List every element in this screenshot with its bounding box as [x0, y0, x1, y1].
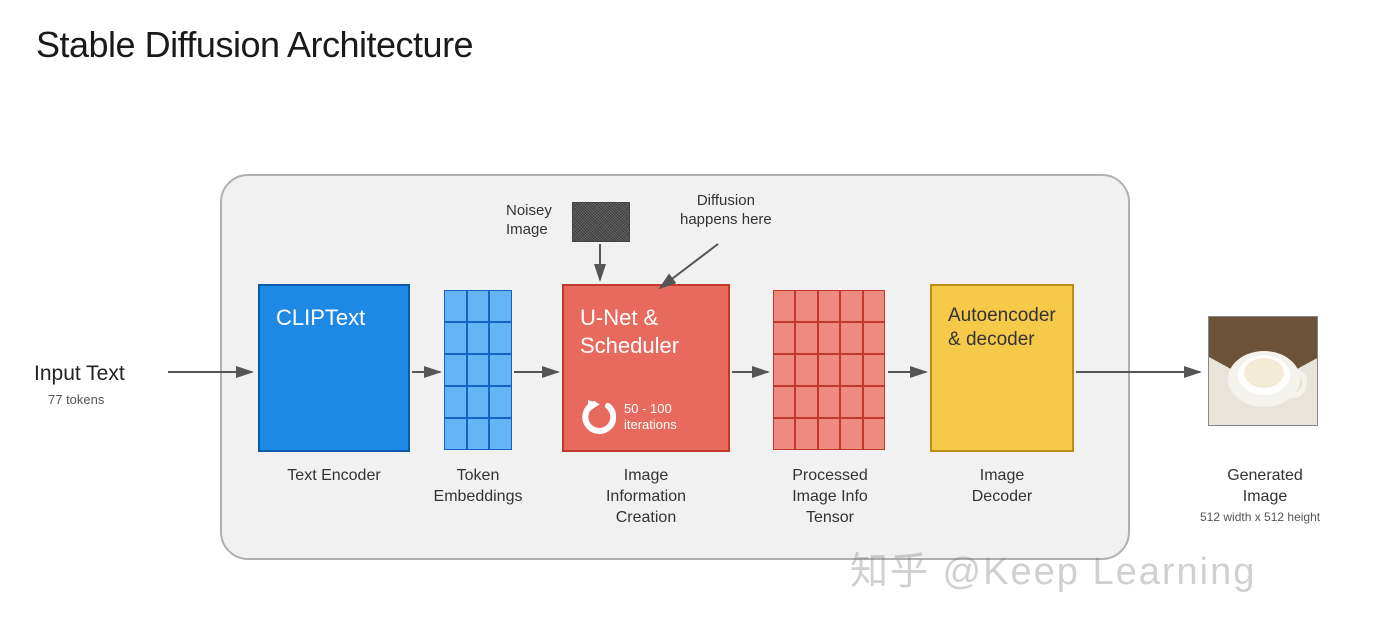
diffusion-annotation: Diffusionhappens here: [680, 192, 772, 230]
unet-title: U-Net &Scheduler: [580, 304, 679, 359]
grid-cell: [818, 290, 840, 322]
grid-cell: [444, 386, 467, 418]
grid-cell: [467, 386, 490, 418]
decoder-title: Autoencoder& decoder: [948, 304, 1056, 352]
grid-cell: [863, 322, 885, 354]
noisey-image-label: NoiseyImage: [506, 202, 552, 240]
token-embeddings-caption: TokenEmbeddings: [420, 466, 536, 508]
grid-cell: [444, 354, 467, 386]
watermark-text: 知乎 @Keep Learning: [850, 540, 1256, 595]
grid-cell: [773, 418, 795, 450]
generated-image-sub: 512 width x 512 height: [1200, 510, 1320, 524]
input-text-sub: 77 tokens: [48, 392, 104, 407]
grid-cell: [840, 418, 862, 450]
decoder-caption: ImageDecoder: [930, 466, 1074, 508]
cliptext-title: CLIPText: [276, 304, 365, 332]
grid-cell: [444, 418, 467, 450]
grid-cell: [467, 290, 490, 322]
grid-cell: [863, 418, 885, 450]
grid-cell: [795, 386, 817, 418]
grid-cell: [489, 418, 512, 450]
grid-cell: [489, 386, 512, 418]
generated-image-caption: GeneratedImage: [1190, 466, 1340, 508]
grid-cell: [818, 322, 840, 354]
unet-iterations: 50 - 100iterations: [624, 401, 677, 432]
noise-icon: [572, 202, 630, 242]
grid-cell: [489, 322, 512, 354]
cliptext-caption: Text Encoder: [258, 466, 410, 487]
token-embeddings-grid: [444, 290, 512, 450]
input-text-label: Input Text: [34, 362, 125, 386]
grid-cell: [840, 322, 862, 354]
processed-tensor-grid: [773, 290, 885, 450]
grid-cell: [863, 290, 885, 322]
grid-cell: [863, 354, 885, 386]
grid-cell: [444, 290, 467, 322]
grid-cell: [840, 354, 862, 386]
unet-caption: ImageInformationCreation: [562, 466, 730, 528]
grid-cell: [489, 354, 512, 386]
grid-cell: [795, 290, 817, 322]
grid-cell: [444, 322, 467, 354]
grid-cell: [467, 354, 490, 386]
grid-cell: [840, 290, 862, 322]
grid-cell: [863, 386, 885, 418]
page-title: Stable Diffusion Architecture: [36, 24, 473, 66]
grid-cell: [773, 322, 795, 354]
processed-tensor-caption: ProcessedImage InfoTensor: [760, 466, 900, 528]
grid-cell: [467, 418, 490, 450]
grid-cell: [818, 418, 840, 450]
unet-block: U-Net &Scheduler 50 - 100iterations: [562, 284, 730, 452]
grid-cell: [773, 386, 795, 418]
generated-image: [1208, 316, 1318, 426]
cliptext-block: CLIPText: [258, 284, 410, 452]
grid-cell: [818, 386, 840, 418]
grid-cell: [773, 354, 795, 386]
grid-cell: [795, 322, 817, 354]
iteration-arrow-icon: [578, 398, 616, 436]
decoder-block: Autoencoder& decoder: [930, 284, 1074, 452]
grid-cell: [795, 418, 817, 450]
grid-cell: [489, 290, 512, 322]
grid-cell: [795, 354, 817, 386]
grid-cell: [818, 354, 840, 386]
coffee-cup-icon: [1209, 317, 1318, 426]
grid-cell: [773, 290, 795, 322]
grid-cell: [840, 386, 862, 418]
grid-cell: [467, 322, 490, 354]
